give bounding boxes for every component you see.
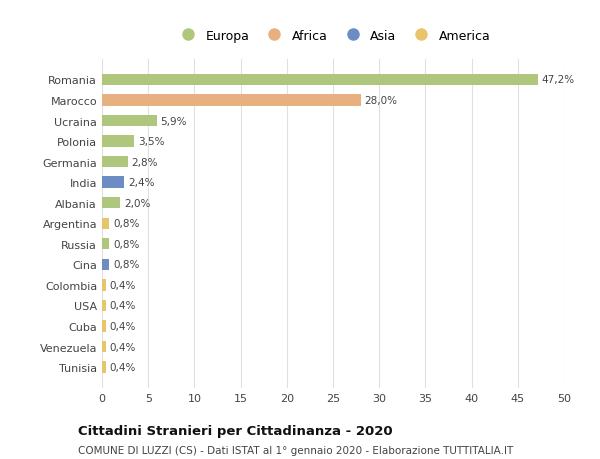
Bar bbox=[102, 300, 106, 311]
Text: 0,4%: 0,4% bbox=[109, 301, 136, 311]
Bar bbox=[102, 116, 157, 127]
Text: 3,5%: 3,5% bbox=[138, 137, 164, 147]
Text: 2,8%: 2,8% bbox=[131, 157, 158, 167]
Text: COMUNE DI LUZZI (CS) - Dati ISTAT al 1° gennaio 2020 - Elaborazione TUTTITALIA.I: COMUNE DI LUZZI (CS) - Dati ISTAT al 1° … bbox=[78, 445, 513, 455]
Bar bbox=[102, 136, 134, 147]
Bar bbox=[102, 95, 361, 106]
Bar bbox=[102, 321, 106, 332]
Bar bbox=[102, 75, 538, 86]
Text: Cittadini Stranieri per Cittadinanza - 2020: Cittadini Stranieri per Cittadinanza - 2… bbox=[78, 425, 392, 437]
Text: 5,9%: 5,9% bbox=[160, 116, 187, 126]
Bar bbox=[102, 218, 109, 230]
Text: 2,0%: 2,0% bbox=[124, 198, 151, 208]
Text: 0,4%: 0,4% bbox=[109, 321, 136, 331]
Bar bbox=[102, 341, 106, 353]
Text: 0,4%: 0,4% bbox=[109, 280, 136, 290]
Text: 0,8%: 0,8% bbox=[113, 219, 139, 229]
Legend: Europa, Africa, Asia, America: Europa, Africa, Asia, America bbox=[175, 30, 491, 43]
Bar bbox=[102, 280, 106, 291]
Bar bbox=[102, 362, 106, 373]
Bar bbox=[102, 239, 109, 250]
Text: 0,4%: 0,4% bbox=[109, 362, 136, 372]
Bar bbox=[102, 177, 124, 188]
Text: 0,8%: 0,8% bbox=[113, 239, 139, 249]
Bar bbox=[102, 198, 121, 209]
Bar bbox=[102, 157, 128, 168]
Text: 28,0%: 28,0% bbox=[364, 96, 397, 106]
Bar bbox=[102, 259, 109, 270]
Text: 0,4%: 0,4% bbox=[109, 342, 136, 352]
Text: 0,8%: 0,8% bbox=[113, 260, 139, 270]
Text: 47,2%: 47,2% bbox=[542, 75, 575, 85]
Text: 2,4%: 2,4% bbox=[128, 178, 154, 188]
